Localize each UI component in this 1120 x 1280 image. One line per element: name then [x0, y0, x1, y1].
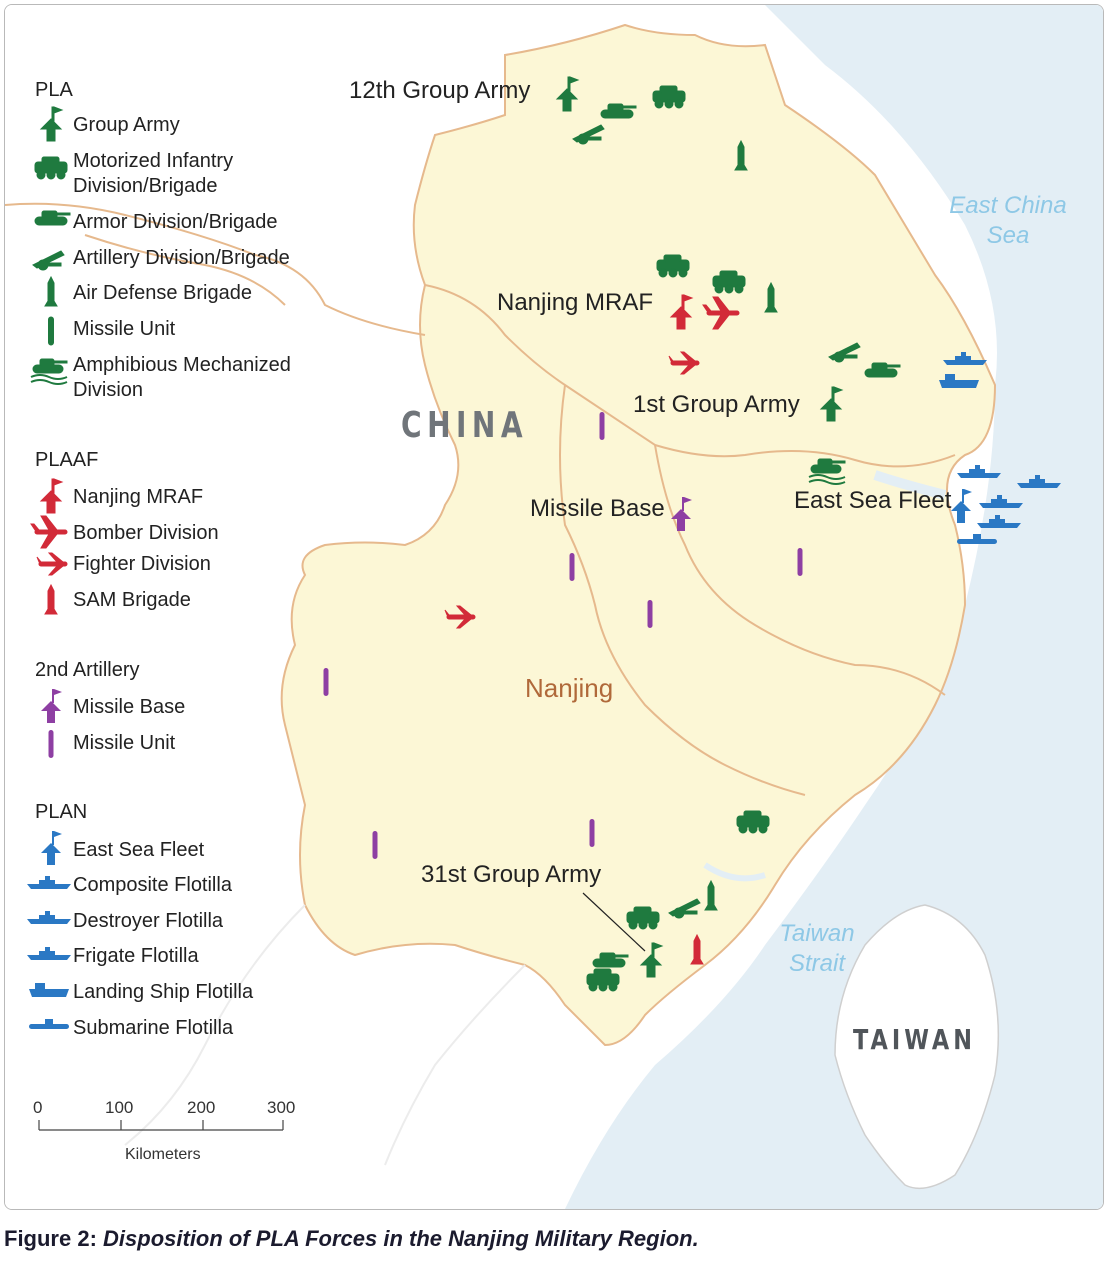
legend-item-bomber: Bomber Division: [73, 522, 219, 544]
legend-item-motorized-infantry-line2: Division/Brigade: [73, 175, 218, 197]
neighbour-border: [124, 904, 306, 1146]
missile-unit-icon[interactable]: [569, 553, 575, 581]
legend-item-mraf: Nanjing MRAF: [73, 486, 204, 508]
missile-unit-icon[interactable]: [599, 412, 605, 440]
map-frame: PLA Group Army Motorized Infantry Divisi…: [4, 4, 1104, 1210]
label-east-sea-fleet: East Sea Fleet: [794, 487, 952, 514]
legend-heading-plaaf: PLAAF: [35, 449, 99, 471]
legend-item-amphibious-line2: Division: [73, 379, 144, 401]
label-china: CHINA: [401, 405, 529, 446]
legend-item-composite: Composite Flotilla: [73, 874, 232, 896]
missile-unit-icon[interactable]: [797, 548, 803, 576]
neighbour-border: [84, 234, 286, 306]
scale-tick-100: 100: [105, 1098, 134, 1117]
label-east-china-sea-line1: East China: [949, 192, 1067, 219]
sea-area: [565, 5, 1103, 1209]
missile-unit-icon: [48, 316, 54, 346]
neighbour-border: [384, 964, 526, 1166]
label-taiwan: TAIWAN: [853, 1023, 976, 1056]
label-nanjing-mraf: Nanjing MRAF: [497, 289, 654, 316]
label-east-china-sea: East China Sea: [943, 191, 1073, 251]
figure-caption: Figure 2: Disposition of PLA Forces in t…: [4, 1226, 699, 1252]
legend-item-landing-ship: Landing Ship Flotilla: [73, 981, 254, 1003]
legend-item-east-sea-fleet: East Sea Fleet: [73, 839, 205, 861]
legend-item-submarine: Submarine Flotilla: [73, 1017, 234, 1039]
label-taiwan-strait-line2: Strait: [788, 950, 845, 977]
legend-heading-plan: PLAN: [35, 801, 88, 823]
label-taiwan-strait-line1: Taiwan: [779, 920, 855, 947]
scale-bar: [38, 1120, 284, 1131]
legend-item-destroyer: Destroyer Flotilla: [73, 910, 224, 932]
label-1st-group-army: 1st Group Army: [633, 391, 800, 418]
legend-item-missile-unit-2a: Missile Unit: [73, 732, 176, 754]
scale-unit: Kilometers: [125, 1146, 201, 1163]
missile-unit-icon[interactable]: [589, 819, 595, 847]
legend-item-sam: SAM Brigade: [73, 589, 191, 611]
scale-tick-300: 300: [267, 1098, 296, 1117]
legend-item-frigate: Frigate Flotilla: [73, 945, 199, 967]
missile-unit-icon[interactable]: [647, 600, 653, 628]
label-12th-group-army: 12th Group Army: [349, 77, 531, 104]
label-east-china-sea-line2: Sea: [986, 222, 1030, 249]
legend-item-fighter: Fighter Division: [73, 553, 211, 575]
missile-unit-icon[interactable]: [372, 831, 378, 859]
nanjing-region: [280, 23, 997, 1047]
leader-line: [582, 892, 646, 952]
label-nanjing-region: Nanjing: [525, 673, 614, 703]
legend-heading-pla: PLA: [35, 79, 73, 101]
caption-body: Disposition of PLA Forces in the Nanjing…: [103, 1226, 699, 1251]
legend-heading-second-artillery: 2nd Artillery: [35, 659, 140, 681]
legend-item-artillery: Artillery Division/Brigade: [73, 247, 290, 269]
legend-item-missile-unit: Missile Unit: [73, 318, 176, 340]
legend-item-motorized-infantry-line1: Motorized Infantry: [73, 150, 234, 172]
legend-item-amphibious-line1: Amphibious Mechanized: [73, 354, 291, 376]
province-border: [559, 384, 806, 796]
coastal-bay: [703, 862, 766, 882]
missile-unit-icon: [48, 730, 54, 758]
caption-prefix: Figure 2:: [4, 1226, 97, 1251]
taiwan-island: [834, 904, 1000, 1190]
legend-item-armor: Armor Division/Brigade: [73, 211, 278, 233]
legend-item-missile-base: Missile Base: [73, 696, 186, 718]
map-canvas: [5, 5, 1103, 1209]
label-31st-group-army: 31st Group Army: [421, 861, 602, 888]
river-estuary: [873, 470, 947, 500]
scale-tick-200: 200: [187, 1098, 216, 1117]
scale-tick-0: 0: [33, 1098, 43, 1117]
label-missile-base: Missile Base: [530, 495, 665, 522]
label-taiwan-strait: Taiwan Strait: [765, 919, 869, 979]
missile-unit-icon[interactable]: [323, 668, 329, 696]
legend-item-group-army: Group Army: [73, 114, 180, 136]
legend-item-air-defense: Air Defense Brigade: [73, 282, 252, 304]
neighbour-border: [5, 202, 426, 336]
